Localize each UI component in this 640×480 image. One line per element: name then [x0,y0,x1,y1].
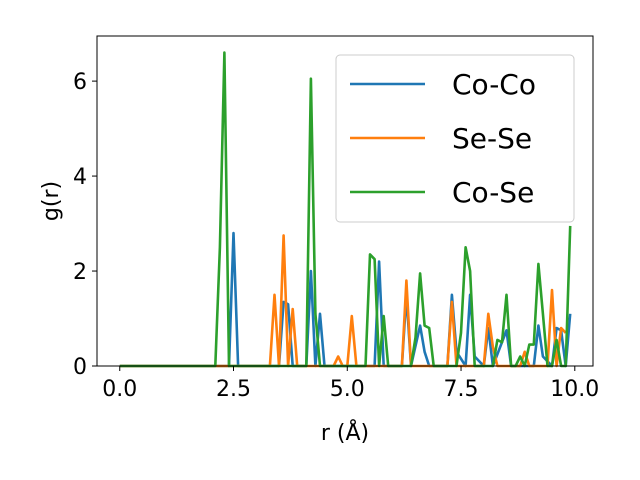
x-tick-label: 2.5 [216,377,251,402]
legend-label: Co-Se [452,176,534,209]
x-axis: 0.0 2.5 5.0 7.5 10.0 [102,366,599,402]
plot-area-frame [96,35,594,367]
legend: Co-Co Se-Se Co-Se [335,54,575,223]
y-tick-label: 2 [73,260,87,285]
y-tick-label: 4 [73,165,87,190]
series-line-se-se [119,234,567,368]
y-tick-label: 6 [73,70,87,95]
x-tick-label: 0.0 [102,377,137,402]
y-axis: 0 2 4 6 [73,70,97,380]
x-axis-label: r (Å) [321,419,369,446]
legend-frame [335,54,575,223]
x-tick-label: 10.0 [550,377,599,402]
series-line-co-se [119,51,572,368]
y-axis-label: g(r) [39,181,64,221]
legend-label: Se-Se [452,122,532,155]
x-tick-label: 5.0 [330,377,365,402]
y-tick-label: 0 [73,355,87,380]
x-tick-label: 7.5 [444,377,479,402]
series-line-co-co [119,231,572,368]
legend-label: Co-Co [452,68,536,101]
plot-lines [119,51,572,368]
